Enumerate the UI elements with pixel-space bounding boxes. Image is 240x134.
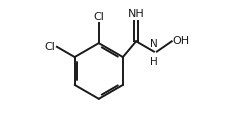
Text: NH: NH <box>128 9 144 19</box>
Text: Cl: Cl <box>93 12 104 22</box>
Text: N: N <box>150 40 158 49</box>
Text: Cl: Cl <box>45 42 55 52</box>
Text: H: H <box>150 57 158 67</box>
Text: OH: OH <box>172 36 190 46</box>
